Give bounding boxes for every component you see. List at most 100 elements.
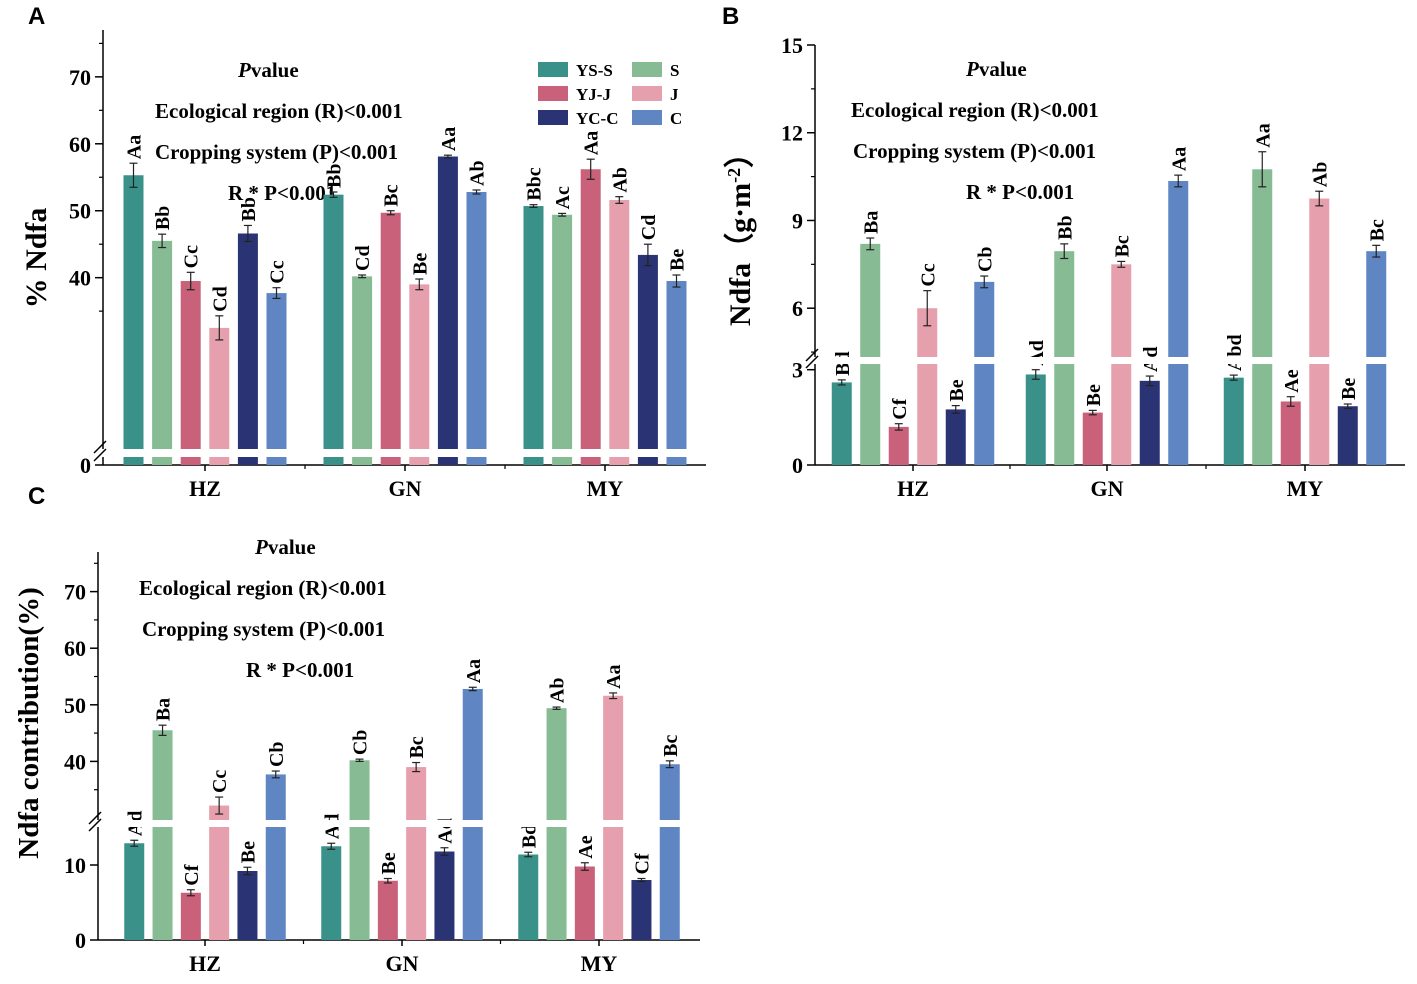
bar-label: Cc	[917, 263, 939, 286]
bar-label: Bc	[381, 184, 403, 206]
panel-a-axis-break-mark	[93, 440, 107, 454]
bar-c-j-gn	[406, 767, 427, 940]
bar-b-c-gn	[1168, 180, 1189, 465]
panel-c-pvalue-rest: value	[268, 535, 316, 559]
panel-a-annotation-interaction: R * P<0.001	[228, 181, 336, 205]
panel-b-ytick-label: 6	[792, 296, 803, 321]
legend-label-j: J	[670, 85, 679, 104]
panel-a-annotation-cropping: Cropping system (P)<0.001	[155, 140, 398, 164]
panel-c-label: C	[28, 483, 45, 510]
bar-label: Be	[1338, 378, 1360, 400]
bar-label: Be	[378, 852, 400, 874]
panel-b-ytick-label: 12	[781, 121, 803, 146]
bar-a-ys-s-my	[523, 206, 544, 465]
bar-label: Ac	[552, 186, 574, 209]
bar-label: Cd	[209, 286, 231, 312]
legend-swatch-ys-s	[538, 62, 568, 77]
panel-a-ytick-label: 60	[69, 132, 91, 157]
bar-label: Cc	[181, 245, 203, 268]
bar-c-ys-s-gn	[321, 846, 342, 940]
panel-c-ytick-label: 10	[64, 853, 86, 878]
panel-a-category-label: HZ	[189, 476, 221, 501]
bar-c-c-gn	[462, 688, 483, 940]
bar-a-c-gn	[466, 191, 487, 466]
bar-label: Cc	[209, 770, 231, 793]
bar-label: Be	[667, 249, 689, 271]
bar-c-c-my	[659, 764, 680, 940]
bar-label: Aa	[463, 659, 485, 683]
panel-b-annotation-interaction: R * P<0.001	[966, 180, 1074, 204]
legend-swatch-c	[632, 110, 662, 125]
bar-a-j-hz	[209, 327, 230, 465]
bar-b-ys-s-gn	[1025, 374, 1046, 465]
bar-label: Ab	[609, 167, 631, 193]
panel-b-axis-break-gap	[816, 357, 1405, 364]
bar-label: Cb	[974, 246, 996, 272]
panel-a-category-label: MY	[587, 476, 624, 501]
bar-a-s-my	[552, 214, 573, 465]
panel-c-ytick-label: 70	[64, 580, 86, 605]
panel-c-annotation-region: Ecological region (R)<0.001	[139, 576, 387, 600]
bar-label: Ab	[467, 160, 489, 186]
panel-b-pvalue-rest: value	[979, 57, 1027, 81]
panel-c-ylabel: Ndfa contribution(%)	[13, 587, 45, 858]
bar-label: Cf	[889, 398, 911, 419]
bar-a-yj-j-gn	[380, 212, 401, 465]
bar-a-j-gn	[409, 284, 430, 465]
bar-label: Bc	[406, 736, 428, 758]
bar-label: Be	[946, 379, 968, 401]
legend-label-yc-c: YC-C	[576, 109, 619, 128]
bar-label: Cb	[266, 741, 288, 767]
panel-a-label: A	[28, 3, 45, 30]
bar-a-yj-j-my	[580, 169, 601, 465]
legend-label-c: C	[670, 109, 682, 128]
legend-label-ys-s: YS-S	[576, 61, 613, 80]
panel-a-axis-break-mark	[93, 448, 107, 462]
bar-a-j-my	[609, 200, 630, 466]
bar-c-ys-s-my	[518, 854, 539, 940]
bar-c-yc-c-hz	[237, 871, 258, 940]
bar-b-yj-j-gn	[1082, 412, 1103, 465]
panel-c-ytick-label: 40	[64, 749, 86, 774]
bar-a-c-hz	[266, 293, 287, 465]
legend-swatch-yj-j	[538, 86, 568, 101]
panel-b-category-label: HZ	[897, 476, 929, 501]
bar-label: Aa	[124, 135, 146, 159]
bar-label: Ab	[547, 677, 569, 703]
bar-c-s-hz	[152, 730, 173, 940]
panel-c-plot: 01040506070HZGNMYAdAdBdBaCbAbCfBeAeCcBcA…	[64, 552, 700, 976]
bar-label: Bb	[324, 164, 346, 188]
panel-b-pvalue-italic: P	[965, 57, 979, 81]
panel-b-ytick-label: 15	[781, 33, 803, 58]
bar-label: Ba	[153, 698, 175, 721]
bar-c-ys-s-hz	[124, 843, 145, 940]
bar-a-c-my	[666, 281, 687, 465]
panel-c-category-label: HZ	[189, 951, 221, 976]
panel-a-ytick-label: 70	[69, 65, 91, 90]
bar-b-s-my	[1252, 169, 1273, 465]
panel-a-category-label: GN	[389, 476, 422, 501]
bar-b-j-my	[1309, 198, 1330, 466]
bar-c-j-my	[603, 695, 624, 940]
bar-c-yj-j-gn	[377, 880, 398, 940]
bar-a-yc-c-gn	[437, 156, 458, 465]
bar-c-c-hz	[265, 774, 286, 940]
panel-c-pvalue-italic: P	[254, 535, 268, 559]
panel-c-category-label: MY	[581, 951, 618, 976]
bar-label: Cd	[352, 245, 374, 271]
panel-a-ytick-label: 0	[80, 453, 91, 478]
bar-label: Cf	[181, 864, 203, 885]
bar-c-j-hz	[209, 805, 230, 940]
bar-label: Bc	[1366, 219, 1388, 241]
bar-b-j-gn	[1111, 264, 1132, 465]
bar-b-ys-s-hz	[831, 382, 852, 465]
bar-label: Bc	[1111, 235, 1133, 257]
panel-c-ytick-label: 60	[64, 636, 86, 661]
panel-b-annotation-region: Ecological region (R)<0.001	[851, 98, 1099, 122]
bar-a-ys-s-hz	[123, 175, 144, 465]
bar-a-yc-c-my	[637, 254, 658, 465]
bar-label: Ae	[575, 835, 597, 858]
panel-a-plot: 0 40 50 60 70 HZ GN MY Aa Bb Bbc Bb Cd Ac Cc Bc Aa Cd Be Ab…	[69, 30, 706, 501]
bar-b-j-hz	[917, 308, 938, 465]
panel-b-pvalue-title: Pvalue	[965, 57, 1027, 81]
